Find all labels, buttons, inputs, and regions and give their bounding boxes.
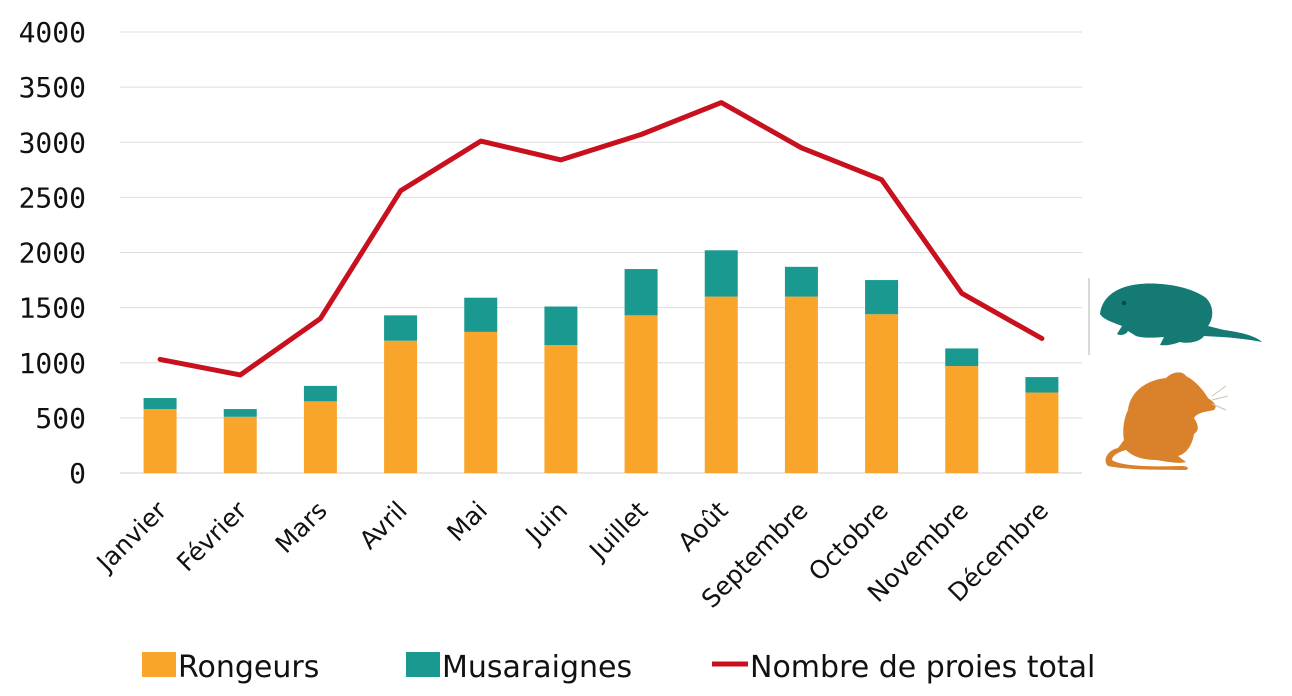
legend-swatch-musaraignes bbox=[406, 652, 440, 677]
legend-label-total: Nombre de proies total bbox=[750, 650, 1095, 685]
x-tick-label: Mai bbox=[441, 496, 493, 548]
bars bbox=[143, 250, 1059, 473]
bar-musaraignes bbox=[384, 315, 418, 341]
bar-rongeurs bbox=[544, 345, 578, 473]
bar-musaraignes bbox=[784, 266, 818, 297]
legend-label-musaraignes: Musaraignes bbox=[442, 650, 632, 685]
bar-rongeurs bbox=[143, 409, 177, 473]
total-line bbox=[157, 100, 1045, 378]
grid-lines bbox=[120, 31, 1082, 474]
bar-musaraignes bbox=[143, 398, 177, 410]
bar-musaraignes bbox=[1025, 377, 1059, 393]
bar-musaraignes bbox=[544, 306, 578, 346]
bar-musaraignes bbox=[223, 409, 257, 417]
y-tick-label: 1500 bbox=[19, 292, 86, 325]
shrew-icon bbox=[1100, 283, 1262, 346]
x-tick-label: Mars bbox=[270, 496, 333, 559]
y-tick-label: 2500 bbox=[19, 181, 86, 214]
legend-swatch-rongeurs bbox=[142, 652, 176, 677]
bar-rongeurs bbox=[624, 315, 658, 473]
y-tick-label: 3500 bbox=[19, 71, 86, 104]
bar-rongeurs bbox=[784, 296, 818, 473]
y-axis-ticks: 0 500 1000 1500 2000 2500 3000 3500 4000 bbox=[19, 16, 86, 490]
bar-rongeurs bbox=[945, 366, 979, 473]
y-tick-label: 3000 bbox=[19, 126, 86, 159]
y-tick-label: 4000 bbox=[19, 16, 86, 49]
legend-label-rongeurs: Rongeurs bbox=[178, 650, 319, 685]
x-tick-label: Juin bbox=[519, 496, 573, 550]
x-tick-label: Juillet bbox=[582, 496, 653, 567]
bar-rongeurs bbox=[704, 296, 738, 473]
x-tick-label: Août bbox=[672, 496, 733, 557]
bar-musaraignes bbox=[303, 385, 337, 402]
y-tick-label: 2000 bbox=[19, 237, 86, 270]
bar-musaraignes bbox=[624, 269, 658, 316]
bar-rongeurs bbox=[303, 401, 337, 473]
x-tick-label: Avril bbox=[354, 496, 413, 555]
bar-musaraignes bbox=[945, 348, 979, 367]
x-tick-label: Février bbox=[171, 495, 253, 577]
bar-musaraignes bbox=[464, 297, 498, 332]
x-tick-label: Janvier bbox=[90, 495, 173, 578]
bar-musaraignes bbox=[865, 280, 899, 315]
bar-musaraignes bbox=[704, 250, 738, 297]
y-tick-label: 0 bbox=[69, 457, 86, 490]
y-tick-label: 500 bbox=[35, 402, 86, 435]
bar-rongeurs bbox=[223, 416, 257, 473]
legend: Rongeurs Musaraignes Nombre de proies to… bbox=[142, 650, 1095, 685]
bar-rongeurs bbox=[384, 340, 418, 473]
bar-rongeurs bbox=[1025, 392, 1059, 473]
mouse-icon bbox=[1105, 372, 1229, 470]
bar-rongeurs bbox=[464, 331, 498, 473]
line-total bbox=[157, 100, 1045, 378]
bar-rongeurs bbox=[865, 314, 899, 473]
y-tick-label: 1000 bbox=[19, 347, 86, 380]
